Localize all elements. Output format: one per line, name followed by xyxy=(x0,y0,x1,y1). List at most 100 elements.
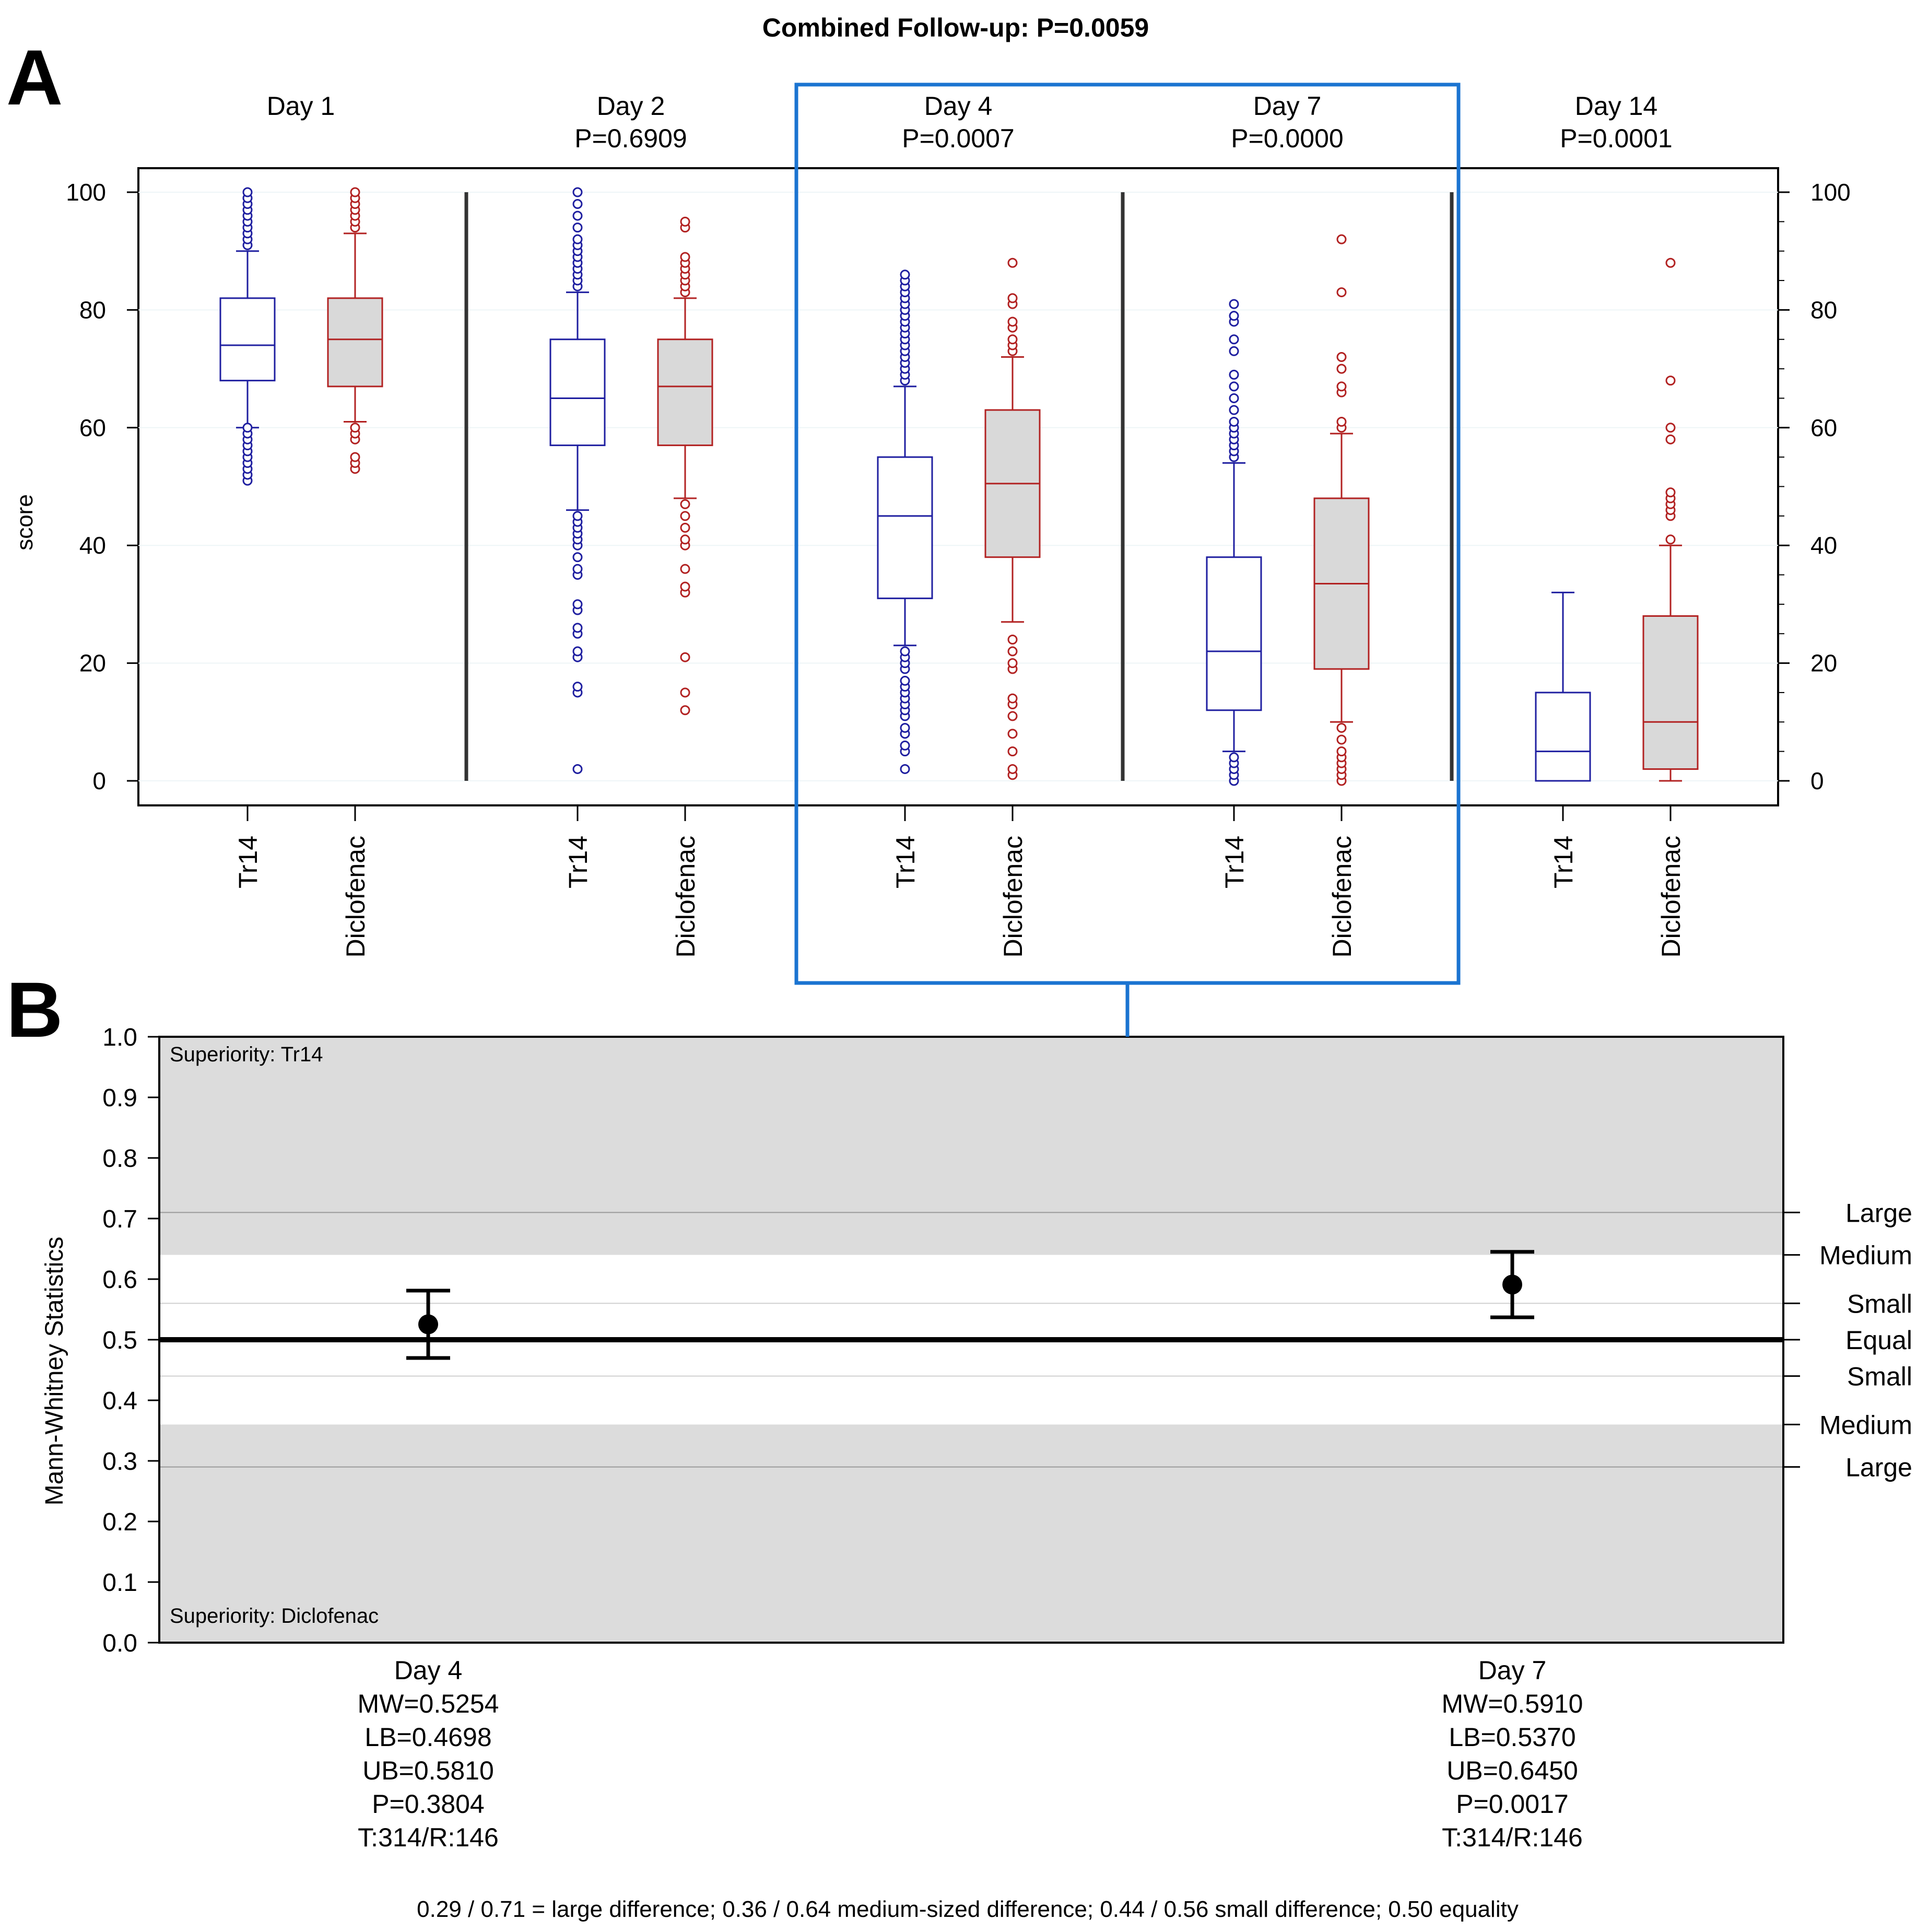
panel-a-p-value-day-2: P=0.6909 xyxy=(574,124,687,153)
panel-a-day-1-tr14-box xyxy=(219,297,276,382)
panel-a-left-tick-label: 80 xyxy=(79,296,106,323)
panel-b-day-7-info-line: Day 7 xyxy=(1478,1656,1547,1685)
panel-a-day-7-tr14-outlier xyxy=(1229,417,1239,427)
panel-a-day-2-diclofenac-outlier xyxy=(680,581,690,592)
panel-a-day-2-tr14-outlier xyxy=(572,623,583,633)
panel-label-b: B xyxy=(6,966,63,1053)
panel-a-day-7-tr14-outlier xyxy=(1229,405,1239,415)
panel-b-day-4-info-line: UB=0.5810 xyxy=(362,1756,494,1785)
panel-a-day-4-diclofenac-outlier xyxy=(1007,729,1018,739)
day4-day7-highlight xyxy=(794,83,1461,1037)
panel-a-day-7-tr14-outlier xyxy=(1229,299,1239,309)
panel-b-day-4-mw-point xyxy=(418,1314,438,1334)
panel-a-day-4-diclofenac-outlier xyxy=(1007,764,1018,774)
panel-a-day-4-tr14-box xyxy=(877,456,933,600)
text-layer: Combined Follow-up: P=0.0059 A B score M… xyxy=(6,13,1519,1922)
panel-b-left-tick-label: 0.7 xyxy=(102,1205,137,1233)
panel-label-a: A xyxy=(6,33,63,121)
panel-a-day-14-tr14-x-label: Tr14 xyxy=(1549,836,1578,888)
panel-a-day-14-diclofenac-box xyxy=(1642,615,1699,770)
panel-a-day-14-diclofenac-outlier xyxy=(1665,423,1676,433)
panel-a-day-7-diclofenac-outlier xyxy=(1336,381,1347,392)
panel-a-day-7-tr14-outlier xyxy=(1229,346,1239,356)
panel-b-band-upper xyxy=(159,1037,1783,1255)
panel-a-day-label-day-7: Day 7 xyxy=(1253,91,1322,121)
panel-a-left-tick-label: 0 xyxy=(92,767,106,794)
panel-a-day-2-tr14-outlier xyxy=(572,210,583,221)
panel-a-day-2-tr14-outlier xyxy=(572,223,583,233)
panel-a-day-7-tr14-outlier xyxy=(1229,752,1239,763)
panel-a-day-7-diclofenac-outlier xyxy=(1336,734,1347,745)
panel-b-right-label-equal: Equal xyxy=(1845,1326,1912,1355)
panel-a-day-7-diclofenac-outlier xyxy=(1336,723,1347,733)
panel-b-right-label-large: Large xyxy=(1845,1453,1912,1482)
panel-a-day-2-diclofenac-outlier xyxy=(680,511,690,521)
panel-b-day-4-info-line: LB=0.4698 xyxy=(364,1723,491,1752)
footnote: 0.29 / 0.71 = large difference; 0.36 / 0… xyxy=(417,1896,1519,1922)
panel-a-right-tick-label: 60 xyxy=(1810,414,1837,441)
panel-b-day-4-info-line: MW=0.5254 xyxy=(358,1689,499,1718)
panel-a-p-value-day-7: P=0.0000 xyxy=(1231,124,1343,153)
panel-a-day-2-tr14-outlier xyxy=(572,187,583,197)
panel-b-day-7-info-line: P=0.0017 xyxy=(1456,1789,1568,1819)
panel-a-day-2-tr14-x-label: Tr14 xyxy=(563,836,593,888)
panel-a-y-axis-label: score xyxy=(12,494,38,551)
panel-a-day-2-diclofenac-outlier xyxy=(680,652,690,662)
panel-b-left-tick-label: 0.3 xyxy=(102,1448,137,1476)
panel-a-day-4-diclofenac-outlier xyxy=(1007,334,1018,345)
panel-a-day-2-diclofenac-x-label: Diclofenac xyxy=(671,836,700,957)
panel-a-day-1-tr14-x-label: Tr14 xyxy=(233,836,263,888)
panel-b-right-label-medium: Medium xyxy=(1819,1241,1912,1270)
panel-a-day-14-diclofenac-x-label: Diclofenac xyxy=(1656,836,1686,957)
panel-a-day-7-tr14-outlier xyxy=(1229,393,1239,403)
panel-a-p-value-day-14: P=0.0001 xyxy=(1560,124,1672,153)
panel-a-day-2-tr14-outlier xyxy=(572,682,583,692)
panel-b-day-7-info-line: LB=0.5370 xyxy=(1449,1723,1575,1752)
panel-b-day-7-info-line: UB=0.6450 xyxy=(1446,1756,1578,1785)
panel-a-day-4-tr14-outlier xyxy=(900,646,910,657)
panel-a-day-7-diclofenac-outlier xyxy=(1336,417,1347,427)
panel-a-day-2-diclofenac-outlier xyxy=(680,216,690,227)
panel-a-day-label-day-4: Day 4 xyxy=(924,91,993,121)
panel-a-day-14-diclofenac-outlier xyxy=(1665,487,1676,498)
panel-a-day-2-diclofenac-outlier xyxy=(680,564,690,574)
panel-a-left-tick-label: 40 xyxy=(79,532,106,559)
panel-a-right-tick-label: 20 xyxy=(1810,650,1837,677)
panel-b-day-7-info-line: MW=0.5910 xyxy=(1442,1689,1583,1718)
panel-a-p-value-day-4: P=0.0007 xyxy=(902,124,1014,153)
panel-a-day-4-tr14-outlier xyxy=(900,740,910,751)
panel-a-day-4-tr14-outlier xyxy=(900,764,910,774)
panel-a-right-tick-label: 100 xyxy=(1810,179,1851,206)
figure-title: Combined Follow-up: P=0.0059 xyxy=(762,13,1149,42)
panel-a-day-4-diclofenac-outlier xyxy=(1007,646,1018,657)
superiority-diclofenac-label: Superiority: Diclofenac xyxy=(170,1605,379,1627)
panel-a: 0 0 20 20 40 40 60 60 80 80 100 100 Day 1 Tr14 Diclofe… xyxy=(66,91,1851,957)
panel-a-day-7-diclofenac-x-label: Diclofenac xyxy=(1327,836,1357,957)
panel-a-day-4-tr14-outlier xyxy=(900,270,910,280)
panel-a-day-4-diclofenac-x-label: Diclofenac xyxy=(998,836,1028,957)
panel-a-day-1-diclofenac-box xyxy=(327,297,383,388)
panel-a-day-1-tr14-outlier xyxy=(242,187,253,197)
panel-a-day-2-diclofenac-outlier xyxy=(680,499,690,509)
panel-a-day-1-diclofenac-outlier xyxy=(350,452,360,462)
panel-b-right-label-large: Large xyxy=(1845,1198,1912,1227)
panel-b-left-tick-label: 0.5 xyxy=(102,1327,137,1354)
panel-a-day-4-tr14-outlier xyxy=(900,675,910,686)
panel-b-left-tick-label: 0.1 xyxy=(102,1569,137,1597)
panel-a-right-tick-label: 40 xyxy=(1810,532,1837,559)
panel-a-day-4-diclofenac-outlier xyxy=(1007,635,1018,645)
panel-a-day-1-diclofenac-outlier xyxy=(350,187,360,197)
panel-a-day-7-tr14-outlier xyxy=(1229,311,1239,321)
panel-b-left-tick-label: 0.9 xyxy=(102,1084,137,1112)
panel-a-day-4-tr14-outlier xyxy=(900,723,910,733)
panel-a-day-label-day-2: Day 2 xyxy=(597,91,665,121)
panel-a-day-1-diclofenac-outlier xyxy=(350,423,360,433)
panel-a-day-label-day-14: Day 14 xyxy=(1575,91,1657,121)
panel-b-left-tick-label: 0.6 xyxy=(102,1266,137,1294)
panel-b-y-axis-label: Mann-Whitney Statistics xyxy=(41,1237,68,1506)
panel-b-left-tick-label: 0.2 xyxy=(102,1508,137,1536)
superiority-tr14-label: Superiority: Tr14 xyxy=(170,1043,323,1066)
panel-a-day-14-diclofenac-outlier xyxy=(1665,534,1676,545)
panel-a-day-7-tr14-outlier xyxy=(1229,334,1239,345)
